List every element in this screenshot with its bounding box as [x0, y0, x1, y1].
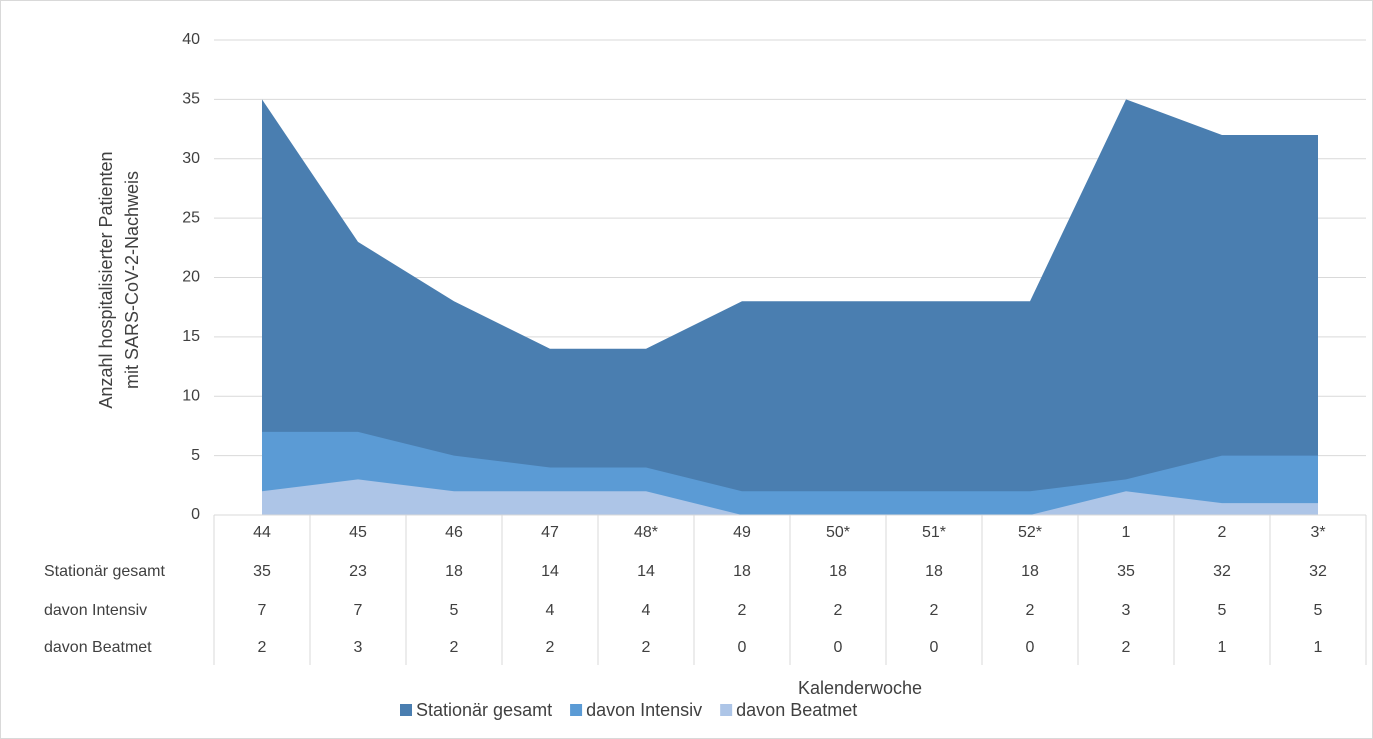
table-row-label: davon Beatmet	[44, 639, 152, 656]
y-tick-label: 35	[182, 91, 200, 108]
table-cell: 2	[450, 639, 459, 656]
table-cell: 2	[930, 602, 939, 619]
table-cell: 18	[925, 563, 943, 580]
table-cell: 2	[642, 639, 651, 656]
table-cell: 0	[930, 639, 939, 656]
x-tick-label: 2	[1218, 524, 1227, 541]
x-tick-label: 49	[733, 524, 751, 541]
x-tick-label: 48*	[634, 524, 658, 541]
table-cell: 0	[738, 639, 747, 656]
y-axis-title: Anzahl hospitalisierter Patienten mit SAR…	[96, 151, 142, 408]
table-row-label: Stationär gesamt	[44, 563, 166, 580]
table-cell: 5	[1218, 602, 1227, 619]
table-cell: 18	[1021, 563, 1039, 580]
table-cell: 32	[1309, 563, 1327, 580]
table-cell: 18	[445, 563, 463, 580]
table-cell: 7	[354, 602, 363, 619]
x-tick-label: 44	[253, 524, 271, 541]
table-cell: 4	[642, 602, 651, 619]
table-cell: 35	[253, 563, 271, 580]
x-axis-title: Kalenderwoche	[798, 678, 922, 698]
y-axis-title-line: mit SARS-CoV-2-Nachweis	[122, 171, 142, 389]
y-tick-label: 20	[182, 269, 200, 286]
table-row-label: davon Intensiv	[44, 602, 147, 619]
y-tick-label: 40	[182, 31, 200, 48]
area	[262, 99, 1318, 515]
table-cell: 18	[829, 563, 847, 580]
x-tick-label: 52*	[1018, 524, 1042, 541]
table-cell: 2	[834, 602, 843, 619]
x-tick-label: 46	[445, 524, 463, 541]
x-tick-label: 50*	[826, 524, 850, 541]
table-cell: 14	[637, 563, 655, 580]
table-cell: 18	[733, 563, 751, 580]
table-cell: 3	[1122, 602, 1131, 619]
y-axis-title-line: Anzahl hospitalisierter Patienten	[96, 151, 116, 408]
table-cell: 7	[258, 602, 267, 619]
x-tick-label: 51*	[922, 524, 946, 541]
y-tick-label: 0	[191, 506, 200, 523]
table-cell: 2	[1026, 602, 1035, 619]
x-tick-label: 45	[349, 524, 367, 541]
y-tick-label: 15	[182, 328, 200, 345]
table-cell: 5	[450, 602, 459, 619]
y-tick-label: 30	[182, 150, 200, 167]
table-cell: 5	[1314, 602, 1323, 619]
table-cell: 1	[1218, 639, 1227, 656]
y-tick-label: 10	[182, 387, 200, 404]
table-cell: 3	[354, 639, 363, 656]
table-cell: 23	[349, 563, 367, 580]
table-cell: 2	[258, 639, 267, 656]
x-tick-label: 3*	[1310, 524, 1325, 541]
table-cell: 0	[1026, 639, 1035, 656]
table-cell: 2	[546, 639, 555, 656]
table-cell: 4	[546, 602, 555, 619]
area	[262, 479, 1318, 515]
x-tick-label: 47	[541, 524, 559, 541]
legend-label: Stationär gesamt	[416, 700, 552, 720]
y-tick-label: 25	[182, 209, 200, 226]
legend-swatch	[570, 704, 583, 716]
legend-label: davon Intensiv	[586, 700, 702, 720]
table-cell: 35	[1117, 563, 1135, 580]
table-cell: 0	[834, 639, 843, 656]
legend-label: davon Beatmet	[736, 700, 857, 720]
table-cell: 2	[1122, 639, 1131, 656]
legend-swatch	[720, 704, 733, 716]
table-cell: 32	[1213, 563, 1231, 580]
table-cell: 14	[541, 563, 559, 580]
x-tick-label: 1	[1122, 524, 1131, 541]
legend-swatch	[400, 704, 412, 716]
table-cell: 2	[738, 602, 747, 619]
table-cell: 1	[1314, 639, 1323, 656]
y-tick-label: 5	[191, 447, 200, 464]
